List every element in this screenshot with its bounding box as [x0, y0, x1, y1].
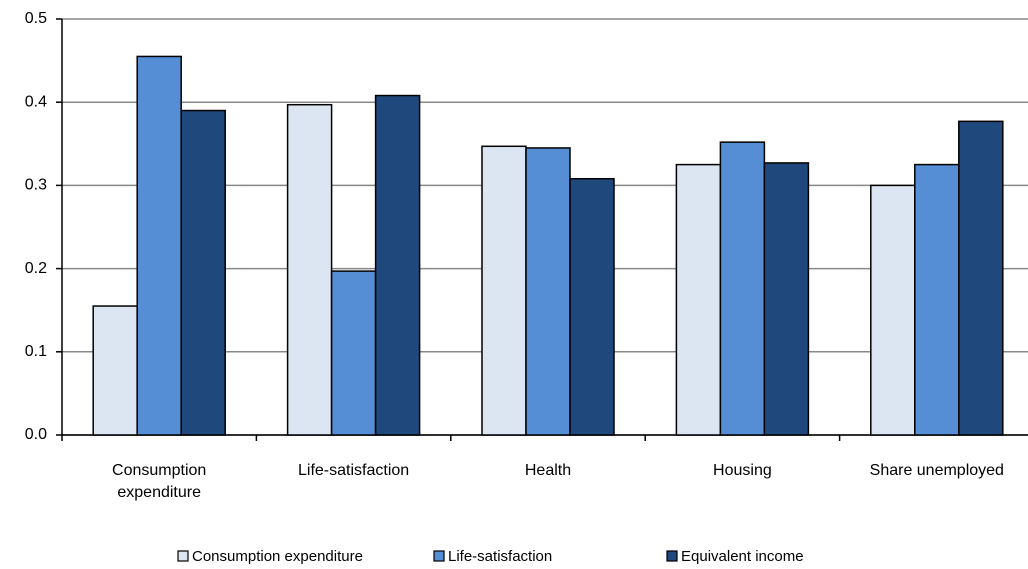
bar	[481, 145, 527, 436]
bar	[675, 163, 722, 436]
legend-swatch	[666, 550, 678, 562]
x-tick-label: Consumption expenditure	[112, 462, 207, 501]
bar	[180, 109, 226, 436]
legend-label: Life-satisfaction	[448, 548, 552, 565]
bar	[763, 162, 810, 436]
bar	[958, 120, 1004, 436]
y-tick-label: 0.5	[25, 10, 47, 27]
bar	[719, 141, 766, 436]
y-tick-label: 0.2	[25, 260, 47, 277]
bar	[330, 270, 377, 436]
legend-swatch	[433, 550, 445, 562]
bar	[569, 177, 615, 436]
x-tick-label: Health	[524, 462, 572, 479]
bar	[525, 147, 571, 436]
x-tick-label: Share unemployed	[869, 462, 1004, 479]
y-tick-label: 0.0	[25, 426, 47, 443]
legend-label: Consumption expenditure	[192, 548, 363, 565]
y-tick-label: 0.1	[25, 343, 47, 360]
legend-label: Equivalent income	[681, 548, 804, 565]
bar	[286, 103, 333, 436]
x-tick-label: Life-satisfaction	[298, 462, 410, 479]
bar	[92, 305, 138, 436]
bar	[374, 94, 421, 436]
bar	[870, 184, 916, 436]
legend-swatch	[177, 550, 189, 562]
x-tick-label: Housing	[713, 462, 772, 479]
bar	[914, 163, 960, 436]
bar	[136, 55, 182, 436]
y-tick-label: 0.4	[25, 93, 47, 110]
y-tick-label: 0.3	[25, 177, 47, 194]
